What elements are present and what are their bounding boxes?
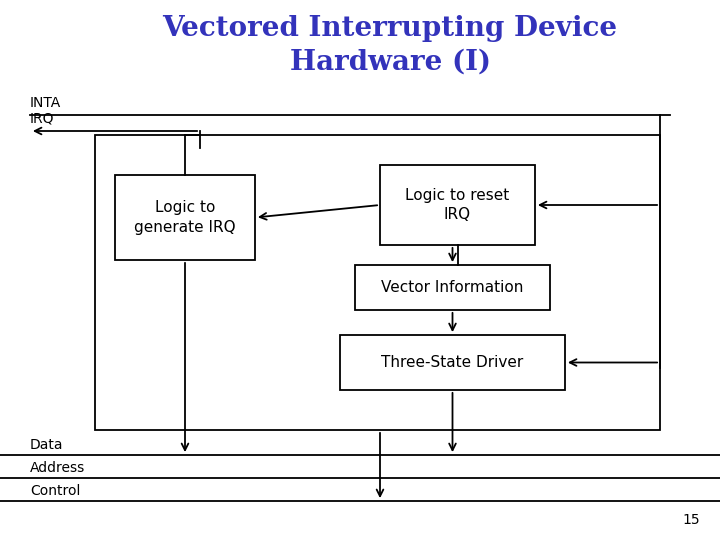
Bar — [115, 175, 255, 260]
Bar — [340, 335, 565, 390]
Text: 15: 15 — [683, 513, 700, 527]
Text: Data: Data — [30, 438, 63, 452]
Text: Control: Control — [30, 484, 81, 498]
Bar — [95, 135, 660, 430]
Text: IRQ: IRQ — [30, 112, 55, 126]
Text: Three-State Driver: Three-State Driver — [382, 355, 523, 370]
Text: Logic to reset
IRQ: Logic to reset IRQ — [405, 187, 510, 222]
Bar — [355, 265, 550, 310]
Text: INTA: INTA — [30, 96, 61, 110]
Text: Address: Address — [30, 461, 85, 475]
Text: Vectored Interrupting Device
Hardware (I): Vectored Interrupting Device Hardware (I… — [163, 15, 618, 75]
Text: Logic to
generate IRQ: Logic to generate IRQ — [134, 200, 236, 235]
Text: Vector Information: Vector Information — [382, 280, 523, 295]
Bar — [380, 165, 535, 245]
